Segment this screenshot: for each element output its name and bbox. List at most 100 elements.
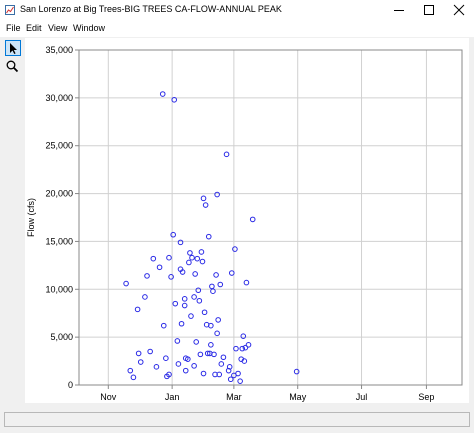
menu-file[interactable]: File <box>6 23 21 33</box>
chart-app-icon <box>5 5 15 15</box>
data-point <box>215 317 221 323</box>
data-point <box>220 354 227 361</box>
y-tick-label: 30,000 <box>45 93 73 103</box>
data-point <box>166 254 172 261</box>
data-point <box>242 344 249 351</box>
y-tick-label: 5,000 <box>50 332 73 342</box>
data-point <box>135 350 142 357</box>
data-point <box>228 270 235 276</box>
data-point <box>156 264 163 271</box>
data-point <box>178 320 185 327</box>
data-point <box>189 254 195 261</box>
x-tick-label: Nov <box>100 392 117 402</box>
data-point <box>293 368 300 375</box>
data-point <box>204 350 211 357</box>
data-point <box>213 272 219 278</box>
data-point <box>170 231 176 238</box>
data-point <box>137 359 144 365</box>
data-point <box>243 279 250 286</box>
data-point <box>239 345 246 352</box>
data-point <box>198 249 205 255</box>
data-point <box>210 288 216 294</box>
menu-edit[interactable]: Edit <box>26 23 42 33</box>
data-point <box>187 250 193 256</box>
data-point <box>194 255 201 262</box>
data-point <box>237 378 243 384</box>
arrow-pointer-icon <box>10 43 17 54</box>
data-point <box>227 376 234 383</box>
plot-panel[interactable]: Nov Jan Mar May Jul Sep 0 5,000 10,000 15,000 20,0… <box>25 38 469 403</box>
minimize-button[interactable] <box>384 0 414 20</box>
y-tick-label: 35,000 <box>45 45 73 55</box>
data-point <box>134 306 141 313</box>
data-point <box>130 374 137 381</box>
data-point <box>159 91 166 97</box>
menu-bar: File Edit View Window <box>0 20 474 37</box>
y-axis-label: Flow (cfs) <box>26 198 36 237</box>
close-button[interactable] <box>444 0 474 20</box>
data-point <box>127 367 134 374</box>
data-point <box>214 191 220 198</box>
pointer-tool[interactable] <box>5 40 21 56</box>
x-tick-label: Mar <box>226 392 242 402</box>
data-point <box>217 281 224 288</box>
menu-window[interactable]: Window <box>73 23 106 33</box>
data-point <box>147 348 153 355</box>
data-point <box>223 151 230 158</box>
data-point <box>171 96 178 103</box>
y-tick-label: 10,000 <box>45 284 73 294</box>
data-point <box>153 364 160 370</box>
close-icon <box>453 4 465 16</box>
data-point <box>175 361 182 367</box>
maximize-button[interactable] <box>414 0 444 20</box>
data-point <box>200 195 207 202</box>
title-bar[interactable]: San Lorenzo at Big Trees-BIG TREES CA-FL… <box>0 0 474 20</box>
maximize-icon <box>424 5 434 15</box>
data-point <box>144 273 150 279</box>
x-tick-label: Jan <box>165 392 180 402</box>
y-tick-label: 20,000 <box>45 189 73 199</box>
data-point <box>226 364 233 370</box>
data-point <box>172 300 179 307</box>
data-point <box>232 246 238 252</box>
scatter-chart[interactable]: Nov Jan Mar May Jul Sep 0 5,000 10,000 15,000 20,0… <box>25 38 469 403</box>
y-tick-label: 15,000 <box>45 236 73 246</box>
data-point <box>123 280 129 287</box>
minimize-icon <box>394 10 404 11</box>
data-point <box>211 351 217 358</box>
zoom-tool[interactable] <box>5 59 21 75</box>
data-point <box>186 259 192 266</box>
data-point <box>209 283 215 290</box>
data-point <box>240 333 247 339</box>
x-tick-label: May <box>289 392 307 402</box>
tool-palette <box>3 38 23 388</box>
data-point <box>192 271 198 277</box>
data-point <box>142 294 148 300</box>
data-point <box>168 274 174 280</box>
status-bar <box>4 412 470 427</box>
magnifier-icon <box>6 60 19 73</box>
data-point <box>233 345 239 352</box>
plot-frame <box>78 49 463 386</box>
y-tick-label: 25,000 <box>45 141 73 151</box>
data-point <box>195 287 202 294</box>
data-point <box>181 296 188 302</box>
data-point <box>218 361 225 367</box>
data-point <box>214 330 220 337</box>
menu-view[interactable]: View <box>48 23 68 33</box>
data-point <box>182 367 189 374</box>
data-point <box>150 255 157 262</box>
data-point <box>205 233 212 240</box>
data-point <box>225 367 232 374</box>
data-point <box>196 297 203 304</box>
data-point <box>181 302 188 309</box>
data-point <box>160 322 167 329</box>
data-point <box>249 216 256 223</box>
data-point <box>191 363 197 369</box>
data-point <box>208 322 214 329</box>
y-tick-label: 0 <box>68 380 73 390</box>
data-point <box>185 356 191 362</box>
data-point <box>241 358 248 364</box>
data-point <box>201 309 208 316</box>
